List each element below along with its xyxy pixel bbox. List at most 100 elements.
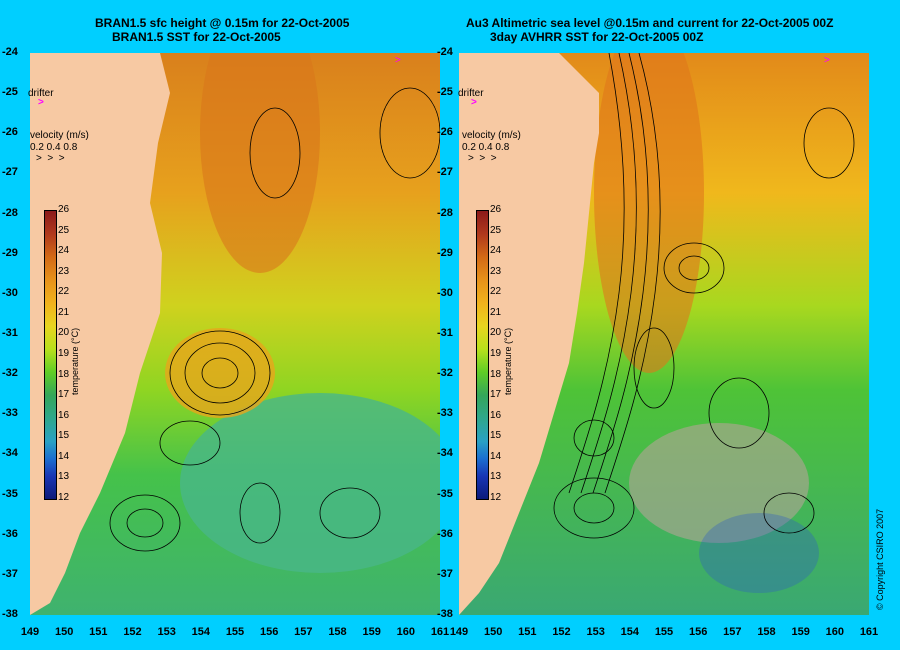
y-tick-label: -33 [2,407,18,420]
y-tick-label: -32 [437,367,453,380]
x-tick-label: 157 [294,626,313,638]
y-tick-label: -33 [437,407,453,420]
land-coast [459,53,599,615]
x-tick-label: 156 [259,626,279,638]
x-tick-label: 151 [518,626,537,638]
y-tick-label: -29 [437,246,453,259]
y-tick-label: -29 [2,246,18,259]
left-drifter-label: drifter [28,88,54,99]
x-tick-label: 153 [157,626,176,638]
x-tick-label: 152 [552,626,571,638]
legend-tick-label: 21 [490,306,502,318]
legend-tick-label: 24 [58,245,70,257]
x-tick-label: 149 [20,626,40,638]
legend-tick-label: 14 [490,450,502,462]
x-tick-label: 153 [586,626,605,638]
legend-tick-label: 12 [490,492,502,503]
y-tick-label: -37 [2,567,18,580]
y-tick-label: -30 [2,286,18,299]
legend-tick-label: 17 [58,389,70,401]
y-tick-label: -27 [437,166,453,179]
legend-tick-label: 17 [490,389,502,401]
right-velocity-values: 0.2 0.4 0.8 [462,142,510,153]
y-tick-label: -31 [437,327,453,339]
left-map-panel: > [30,53,440,615]
contour-lines [553,53,855,539]
right-velocity-arrows: > > > [468,153,497,164]
legend-tick-label: 20 [58,327,70,339]
x-tick-label: 152 [123,626,142,638]
y-tick-label: -26 [2,126,18,139]
legend-tick-label: 26 [490,204,502,215]
left-velocity-arrows: > > > [36,153,65,164]
legend-tick-label: 23 [58,265,70,277]
right-temperature-legend [476,210,489,500]
right-velocity-label: velocity (m/s) [462,130,521,141]
right-title-line2: 3day AVHRR SST for 22-Oct-2005 00Z [490,30,704,44]
left-temperature-legend [44,210,57,500]
y-tick-label: -24 [2,46,18,58]
legend-tick-label: 19 [58,348,70,359]
cool-water [180,393,440,573]
right-legend-title: temperature (°C) [503,327,513,395]
x-tick-label: 155 [225,626,245,638]
y-tick-label: -38 [2,608,18,620]
y-tick-label: -36 [2,527,18,540]
legend-tick-label: 15 [58,430,70,442]
legend-tick-label: 21 [58,306,70,318]
y-tick-label: -25 [2,86,18,99]
y-tick-label: -31 [2,327,18,339]
legend-tick-label: 18 [490,368,502,380]
x-tick-label: 160 [396,626,415,638]
left-title-line1: BRAN1.5 sfc height @ 0.15m for 22-Oct-20… [95,16,350,30]
y-tick-label: -30 [437,286,453,299]
legend-tick-label: 13 [490,471,502,483]
y-tick-label: -37 [437,567,453,580]
x-tick-label: 159 [791,626,810,638]
y-tick-label: -34 [437,447,453,460]
x-tick-label: 150 [483,626,503,638]
x-tick-label: 158 [757,626,776,638]
warm-eddy [165,328,275,418]
left-drifter-arrow: > [38,97,44,108]
x-tick-label: 155 [654,626,674,638]
x-tick-label: 159 [362,626,381,638]
contour-lines [109,87,440,552]
left-map-graphic: > [30,53,440,615]
legend-tick-label: 13 [58,471,70,483]
land-coast [30,53,170,615]
x-tick-label: 156 [688,626,708,638]
legend-tick-label: 22 [490,286,502,298]
x-tick-label: 149 [449,626,469,638]
right-title-line1: Au3 Altimetric sea level @0.15m and curr… [466,16,834,30]
left-legend-title: temperature (°C) [70,327,80,395]
y-tick-label: -26 [437,126,453,139]
y-tick-label: -35 [2,487,18,500]
legend-tick-label: 19 [490,348,502,359]
y-tick-label: -32 [2,367,18,380]
x-tick-label: 154 [620,626,639,638]
y-tick-label: -38 [437,608,453,620]
x-tick-label: 160 [825,626,844,638]
drifter-marker-top: > [395,55,401,66]
x-tick-label: 161 [430,626,450,638]
y-tick-label: -34 [2,447,18,460]
copyright-notice: © Copyright CSIRO 2007 [875,508,885,610]
y-tick-label: -35 [437,487,453,500]
left-velocity-values: 0.2 0.4 0.8 [30,142,78,153]
y-tick-label: -25 [437,86,453,99]
legend-tick-label: 23 [490,265,502,277]
legend-tick-label: 26 [58,204,70,215]
right-drifter-arrow: > [471,97,477,108]
warm-current [200,53,320,273]
legend-tick-label: 18 [58,368,70,380]
legend-tick-label: 20 [490,327,502,339]
right-map-graphic: > [459,53,869,615]
y-tick-label: -24 [437,46,453,58]
legend-tick-label: 16 [58,409,70,421]
left-title-line2: BRAN1.5 SST for 22-Oct-2005 [112,30,281,44]
legend-tick-label: 22 [58,286,70,298]
right-drifter-label: drifter [458,88,484,99]
legend-tick-label: 15 [490,430,502,442]
legend-tick-label: 12 [58,492,70,503]
